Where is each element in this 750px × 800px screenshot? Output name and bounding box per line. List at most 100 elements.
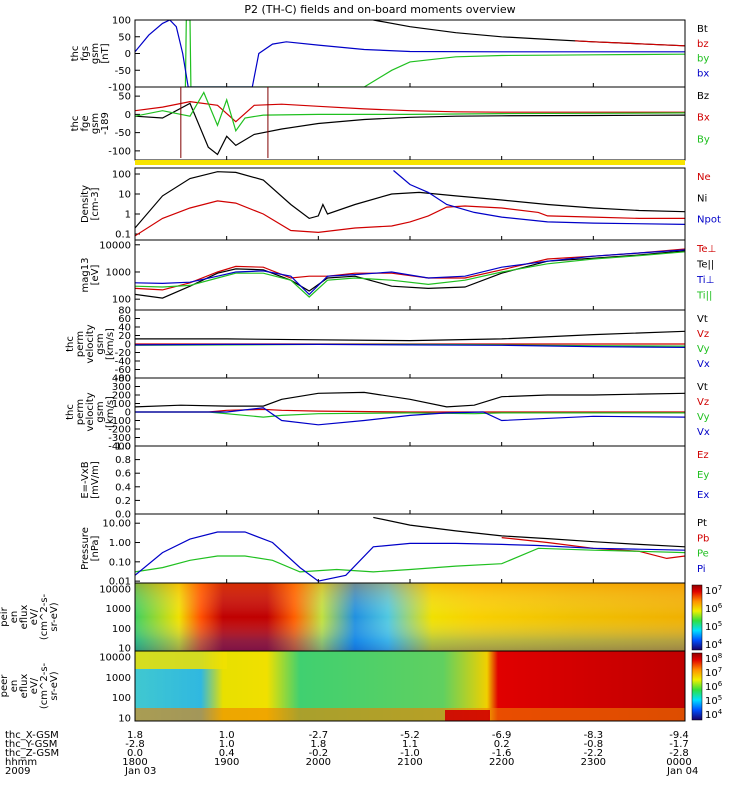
end-date-label: Jan 04 <box>666 766 698 777</box>
legend-entry: bz <box>697 39 709 50</box>
position-value: 1.0 <box>219 739 235 750</box>
panel-ylabel-line: [eV] <box>90 265 101 286</box>
series-line-ne <box>135 200 685 237</box>
series-line-vz <box>135 408 685 413</box>
colorbar-tick-label: 104 <box>705 638 723 651</box>
position-value: -1.7 <box>669 739 689 750</box>
ytick-label: -50 <box>115 66 131 77</box>
ytick-label: 0.10 <box>109 557 131 568</box>
panel-ylabel-line: [km/s] <box>105 396 116 428</box>
panel-ylabel-line: -189 <box>100 112 111 135</box>
ytick-label: 300 <box>112 382 131 393</box>
panel-ylabel-line: mag13 <box>80 258 91 293</box>
position-value: -0.8 <box>584 739 604 750</box>
position-value: 0.2 <box>494 739 510 750</box>
panel-ylabel-line: gsm <box>95 401 106 422</box>
legend-entry: Vz <box>697 329 709 340</box>
legend-entry: Pt <box>697 518 707 529</box>
ytick-label: 50 <box>118 92 131 103</box>
ytick-label: -400 <box>108 442 131 453</box>
panel-ylabel-line: eV/ <box>29 608 40 625</box>
panel-ylabel-line: [km/s] <box>105 328 116 360</box>
series-line-pb <box>501 537 685 560</box>
ytick-label: 100 <box>112 170 131 181</box>
panel-ylabel-line: (cm^2-s- <box>39 593 50 640</box>
ytick-label: 0 <box>125 340 131 351</box>
legend-entry: Bz <box>697 91 709 102</box>
ytick-label: 50 <box>118 32 131 43</box>
legend-entry: Te⊥ <box>696 244 716 255</box>
ytick-label: -200 <box>108 425 131 436</box>
chart-title: P2 (TH-C) fields and on-board moments ov… <box>244 3 515 16</box>
legend-entry: Pi <box>697 564 706 575</box>
panel-ylabel-line: gsm <box>95 333 106 354</box>
electron-spectrogram <box>134 650 686 722</box>
ytick-label: 10 <box>118 190 131 201</box>
panel-frame <box>134 167 686 241</box>
panel-ylabel-line: Density <box>80 185 91 223</box>
legend-entry: Ti⊥ <box>696 275 714 286</box>
legend-entry: Pe <box>697 549 709 560</box>
legend-entry: Ti|| <box>696 291 712 302</box>
series-line-vt <box>135 391 685 408</box>
panel-ylabel-line: perm <box>75 331 86 357</box>
ytick-label: 10000 <box>99 584 131 595</box>
ion-spectrogram <box>134 582 686 652</box>
panel-ylabel: thcfgegsm-189 <box>70 112 111 135</box>
legend-entry: bx <box>697 68 709 79</box>
colorbar-tick-label: 105 <box>705 694 722 707</box>
series-line-by <box>184 20 685 87</box>
legend-entry: Pb <box>697 533 709 544</box>
series-line-pe <box>135 547 685 573</box>
panel-ylabel-line: velocity <box>85 392 96 431</box>
legend-entry: Bt <box>697 24 708 35</box>
ytick-label: 200 <box>112 391 131 402</box>
position-rows: thc_X-GSM 1.8 1.0 -2.7 -5.2 -6.9 -8.3 -9.4 thc_Y… <box>5 730 689 759</box>
ytick-label: 100 <box>112 693 131 704</box>
electron-spectrogram-frame <box>134 650 686 722</box>
colorbar-tick-exponent: 7 <box>718 666 722 674</box>
ytick-label: 0.6 <box>115 469 131 480</box>
legend-entry: Vt <box>697 314 708 325</box>
position-value: -0.2 <box>309 748 329 759</box>
panel-fgs: thcfgsgsm[nT] 100 50 0 -50 -100 Bt bz by bx <box>70 16 709 94</box>
legend-entry: Vy <box>697 412 710 423</box>
position-value: -2.2 <box>584 748 604 759</box>
series-group <box>135 330 685 348</box>
series-group <box>135 391 685 426</box>
ytick-label: 10000 <box>99 653 131 664</box>
series-line-bx <box>135 100 685 123</box>
panel-ylabel-line: peir <box>0 606 10 626</box>
position-value: 1.1 <box>402 739 418 750</box>
series-group <box>135 516 685 582</box>
ytick-label: -100 <box>108 146 131 157</box>
colorbar-tick-label: 104 <box>705 708 723 721</box>
panel-ylabel: Density[cm-3] <box>80 185 101 223</box>
panel-velocity_perm2: thcpermvelocitygsm[km/s] 4003002001000-10… <box>65 374 710 453</box>
time-tick-label: 1800 <box>122 757 147 768</box>
ytick-label: 0 <box>125 408 131 419</box>
panel-temperature: mag13[eV] 10000 1000 100 Te⊥ Te|| Ti⊥ Ti|| <box>80 239 716 311</box>
legend-entry: Ne <box>697 172 711 183</box>
position-value: -2.8 <box>125 739 145 750</box>
series-line-te- <box>135 248 685 291</box>
legend-entry: By <box>697 134 710 145</box>
ytick-label: 1.0 <box>115 442 131 453</box>
legend-entry: Vx <box>697 359 710 370</box>
legend-entry: Vx <box>697 427 710 438</box>
colorbar-tick-label: 106 <box>705 602 723 615</box>
panel-ylabel-line: thc <box>70 116 81 132</box>
ytick-label: 100 <box>112 399 131 410</box>
panel-ylabel-line: gsm <box>90 113 101 134</box>
ytick-label: 20 <box>118 331 131 342</box>
ytick-label: 1 <box>125 209 131 220</box>
panel-ylabel: thcpermvelocitygsm[km/s] <box>65 392 116 431</box>
position-value: 1.0 <box>219 730 235 741</box>
panel-ylabel: Pressure[nPa] <box>80 527 101 570</box>
series-line-pt <box>373 516 685 548</box>
legend-entry: Ez <box>697 450 709 461</box>
legend-entry: Ey <box>697 470 709 481</box>
series-group <box>135 20 685 87</box>
